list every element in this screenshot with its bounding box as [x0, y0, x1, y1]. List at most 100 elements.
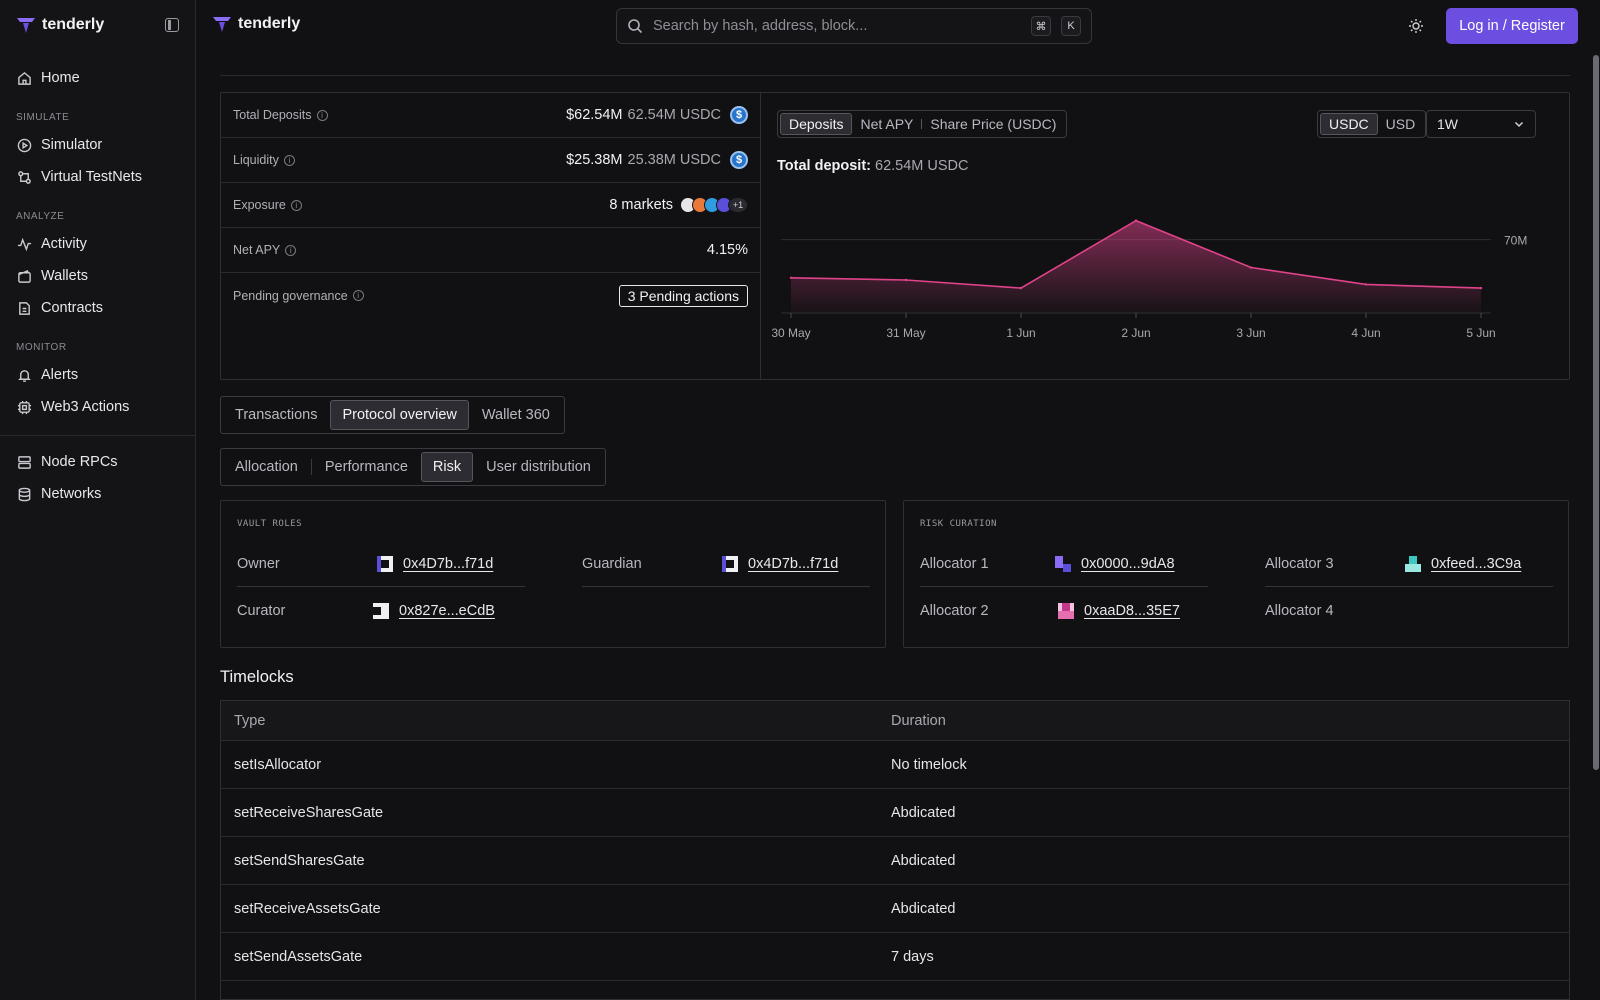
divider — [310, 459, 312, 475]
sidebar-collapse-icon[interactable] — [165, 18, 179, 32]
address-text: 0x4D7b...f71d — [403, 555, 494, 572]
divider — [921, 119, 923, 129]
stat-value: $62.54M — [566, 107, 623, 123]
sidebar-item-node-rpcs[interactable]: Node RPCs — [0, 446, 195, 478]
info-icon[interactable]: i — [316, 109, 328, 121]
role-owner: Owner 0x4D7b...f71d — [237, 541, 525, 587]
role-label: Allocator 2 — [920, 603, 989, 619]
search-bar[interactable]: ⌘ K — [616, 8, 1092, 44]
currency-usdc-tab[interactable]: USDC — [1320, 113, 1378, 135]
vault-stats-card: Total Deposits i $62.54M 62.54M USDC $ Li… — [220, 92, 1570, 380]
brand-name: tenderly — [238, 15, 301, 32]
allocator-3-address-link[interactable]: 0xfeed...3C9a — [1405, 555, 1521, 572]
data-point — [1019, 286, 1023, 290]
section-monitor: MONITOR — [16, 342, 67, 353]
x-tick-label: 1 Jun — [1006, 326, 1035, 340]
x-tick-label: 5 Jun — [1466, 326, 1495, 340]
sidebar-item-activity[interactable]: Activity — [0, 228, 195, 260]
tab-performance[interactable]: Performance — [324, 459, 408, 475]
sidebar-item-home[interactable]: Home — [0, 62, 195, 94]
cell-type: setSendAssetsGate — [234, 948, 363, 965]
tenderly-logo[interactable]: tenderly — [16, 16, 104, 34]
section-analyze: ANALYZE — [16, 211, 65, 222]
role-allocator-1: Allocator 1 0x0000...9dA8 — [920, 541, 1208, 587]
tab-protocol-overview[interactable]: Protocol overview — [330, 400, 469, 430]
info-icon[interactable]: i — [352, 290, 364, 301]
sidebar-item-label: Networks — [41, 486, 102, 502]
currency-usd-tab[interactable]: USD — [1385, 116, 1416, 132]
role-curator: Curator 0x827e...eCdB — [237, 588, 525, 634]
stat-label: Total Deposits — [233, 108, 312, 122]
sidebar-divider — [0, 435, 195, 436]
cell-type: setIsAllocator — [234, 756, 322, 773]
top-bar: tenderly ⌘ K Log in / Register — [196, 0, 1600, 52]
stat-net-apy: Net APY i 4.15% — [221, 228, 760, 273]
deposits-area-fill — [791, 220, 1481, 313]
tenderly-logo-icon — [213, 17, 231, 32]
curator-address-link[interactable]: 0x827e...eCdB — [373, 603, 495, 619]
market-avatars[interactable]: +1 — [680, 197, 748, 213]
cell-duration: No timelock — [891, 756, 967, 773]
sidebar-item-label: Contracts — [41, 300, 104, 316]
period-value: 1W — [1437, 116, 1458, 132]
role-label: Allocator 4 — [1265, 603, 1334, 619]
column-header-duration: Duration — [891, 712, 946, 729]
x-tick-label: 2 Jun — [1121, 326, 1150, 340]
metric-share-price-tab[interactable]: Share Price (USDC) — [930, 116, 1057, 132]
stats-list: Total Deposits i $62.54M 62.54M USDC $ Li… — [221, 93, 761, 379]
tab-allocation[interactable]: Allocation — [235, 459, 298, 475]
info-icon[interactable]: i — [290, 199, 302, 211]
header-logo[interactable]: tenderly — [212, 15, 300, 33]
column-header-type: Type — [234, 712, 266, 729]
sidebar-item-wallets[interactable]: Wallets — [0, 260, 195, 292]
stat-sub-value: 25.38M USDC — [627, 152, 721, 168]
sidebar-item-web3-actions[interactable]: Web3 Actions — [0, 391, 195, 423]
data-point — [1479, 286, 1483, 290]
info-icon[interactable]: i — [285, 244, 297, 256]
info-icon[interactable]: i — [283, 154, 295, 166]
usdc-token-icon: $ — [730, 106, 748, 124]
allocator-1-address-link[interactable]: 0x0000...9dA8 — [1055, 555, 1175, 572]
cell-duration: 7 days — [891, 948, 934, 965]
address-identicon-icon — [1055, 555, 1071, 572]
address-text: 0x4D7b...f71d — [748, 555, 839, 572]
testnet-icon — [16, 169, 32, 185]
tab-user-distribution[interactable]: User distribution — [486, 459, 591, 475]
stat-label: Pending governance — [233, 288, 348, 303]
search-input[interactable] — [653, 18, 1021, 34]
metric-deposits-tab[interactable]: Deposits — [780, 113, 853, 135]
database-icon — [16, 486, 32, 502]
pending-actions-button[interactable]: 3 Pending actions — [618, 284, 748, 307]
play-circle-icon — [16, 137, 32, 153]
sidebar-item-label: Web3 Actions — [41, 399, 130, 415]
sidebar-item-contracts[interactable]: Contracts — [0, 292, 195, 324]
data-point — [1134, 219, 1138, 222]
metric-net-apy-tab[interactable]: Net APY — [860, 116, 914, 132]
home-icon — [16, 70, 32, 86]
sidebar-item-networks[interactable]: Networks — [0, 478, 195, 510]
sidebar-item-simulator[interactable]: Simulator — [0, 129, 195, 161]
page-scrollbar[interactable] — [1593, 55, 1599, 770]
address-identicon-icon — [373, 603, 389, 619]
primary-tabs: Transactions Protocol overview Wallet 36… — [220, 396, 565, 434]
x-tick-label: 4 Jun — [1351, 326, 1380, 340]
secondary-tabs: Allocation Performance Risk User distrib… — [220, 448, 606, 486]
login-register-button[interactable]: Log in / Register — [1446, 8, 1578, 44]
allocator-2-address-link[interactable]: 0xaaD8...35E7 — [1058, 603, 1180, 619]
guardian-address-link[interactable]: 0x4D7b...f71d — [722, 555, 839, 572]
tab-transactions[interactable]: Transactions — [235, 407, 318, 423]
cell-type: setSendSharesGate — [234, 852, 365, 869]
sidebar-item-virtual-testnets[interactable]: Virtual TestNets — [0, 161, 195, 193]
y-tick-label: 70M — [1504, 234, 1527, 248]
role-label: Guardian — [582, 555, 642, 572]
period-select[interactable]: 1W — [1426, 110, 1536, 138]
sidebar-item-label: Simulator — [41, 137, 103, 153]
tab-risk[interactable]: Risk — [420, 452, 474, 482]
sidebar-item-label: Activity — [41, 236, 87, 252]
vault-roles-card: VAULT ROLES Owner 0x4D7b...f71d Guardian… — [220, 500, 886, 648]
owner-address-link[interactable]: 0x4D7b...f71d — [377, 555, 494, 572]
tab-wallet-360[interactable]: Wallet 360 — [481, 407, 550, 423]
sidebar-item-alerts[interactable]: Alerts — [0, 359, 195, 391]
theme-toggle-sun-icon[interactable] — [1406, 16, 1426, 36]
total-deposit-summary: Total deposit: 62.54M USDC — [777, 158, 969, 174]
